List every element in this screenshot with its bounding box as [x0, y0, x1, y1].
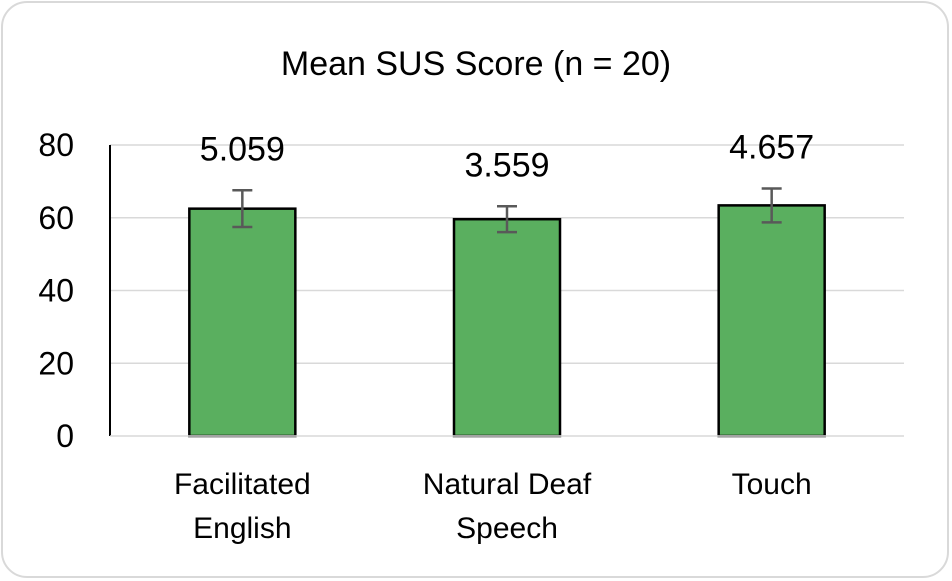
- x-tick-label-line: Touch: [732, 468, 812, 501]
- error-bar: [232, 189, 253, 229]
- x-tick-label: Touch: [732, 468, 812, 501]
- x-tick-label: Facilitated English: [174, 468, 311, 545]
- x-tick-label-line: Speech: [456, 512, 558, 545]
- bar: [452, 217, 562, 438]
- category-labels: Facilitated English Natural Deaf Speech Touc…: [174, 468, 812, 545]
- bars: [188, 204, 826, 438]
- y-tick-label: 20: [38, 345, 74, 381]
- x-tick-label-line: Natural Deaf: [423, 468, 592, 501]
- data-label: 3.559: [464, 146, 549, 184]
- error-bar: [761, 187, 782, 224]
- data-label: 5.059: [200, 130, 285, 168]
- chart-title: Mean SUS Score (n = 20): [281, 45, 671, 83]
- data-labels: 5.059 3.559 4.657: [200, 128, 814, 184]
- y-tick-label: 60: [38, 200, 74, 236]
- bar: [717, 204, 826, 438]
- axes: [109, 145, 904, 437]
- x-tick-label-line: Facilitated: [174, 468, 311, 501]
- error-bars: [232, 187, 782, 234]
- x-tick-label-line: English: [193, 512, 291, 545]
- data-label: 4.657: [729, 128, 814, 166]
- y-tick-label: 80: [38, 127, 74, 163]
- bar: [188, 207, 297, 438]
- y-tick-label: 0: [56, 418, 74, 454]
- y-axis-ticks: 0 20 40 60 80: [38, 127, 74, 454]
- error-bar: [497, 205, 517, 234]
- x-tick-label: Natural Deaf Speech: [423, 468, 592, 545]
- y-tick-label: 40: [38, 273, 74, 309]
